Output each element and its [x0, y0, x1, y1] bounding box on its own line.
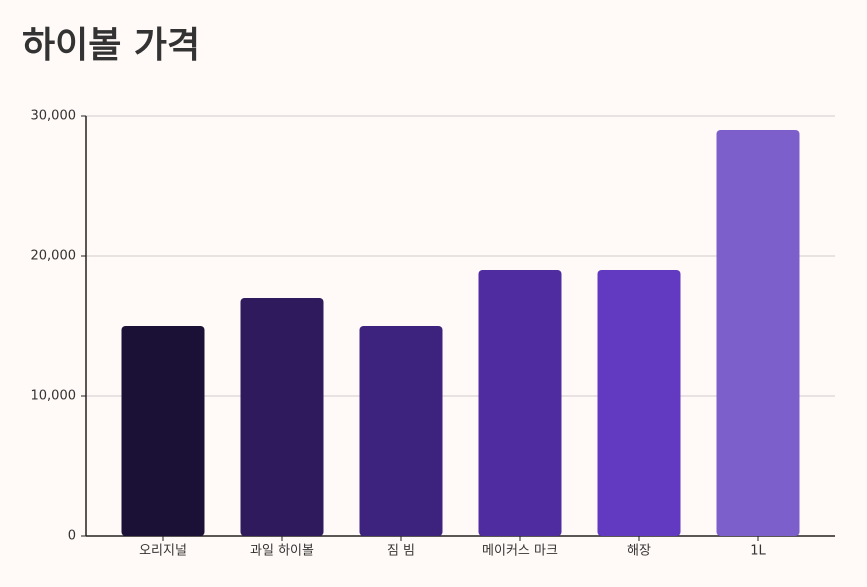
y-tick-label: 30,000 [31, 109, 77, 124]
x-tick-label: 짐 빔 [387, 544, 415, 559]
bar [478, 270, 562, 536]
y-tick-label: 20,000 [31, 249, 77, 264]
y-tick-label: 0 [68, 529, 76, 544]
x-tick-label: 해장 [627, 544, 651, 559]
bar [359, 326, 443, 536]
chart-title: 하이볼 가격 [22, 25, 200, 66]
bar [597, 270, 681, 536]
x-tick-label: 과일 하이볼 [250, 544, 314, 559]
x-tick-label: 1L [750, 544, 766, 559]
bar [240, 298, 324, 536]
bar [121, 326, 205, 536]
bar [716, 130, 800, 536]
x-tick-label: 오리지널 [139, 544, 187, 559]
x-tick-label: 메이커스 마크 [482, 544, 558, 559]
y-tick-label: 10,000 [31, 389, 77, 404]
